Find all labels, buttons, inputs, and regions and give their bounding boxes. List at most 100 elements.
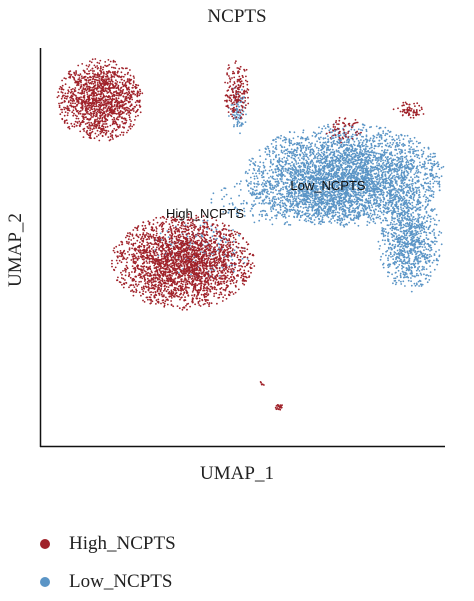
scatter-point	[297, 162, 300, 165]
scatter-point	[332, 169, 335, 171]
scatter-point	[394, 191, 397, 194]
scatter-point	[394, 283, 397, 286]
scatter-point	[258, 183, 260, 186]
scatter-point	[390, 221, 392, 224]
scatter-point	[311, 209, 314, 212]
scatter-point	[335, 158, 338, 161]
scatter-point	[393, 262, 396, 265]
scatter-point	[343, 141, 346, 144]
scatter-point	[370, 177, 373, 180]
scatter-point	[343, 225, 346, 228]
scatter-point	[329, 161, 332, 163]
scatter-point	[262, 185, 265, 188]
scatter-point	[371, 182, 374, 184]
scatter-point	[361, 129, 364, 132]
scatter-point	[281, 161, 284, 164]
scatter-point	[409, 148, 411, 151]
scatter-point	[348, 221, 350, 224]
scatter-point	[375, 159, 377, 162]
scatter-point	[435, 223, 438, 226]
scatter-point	[295, 172, 298, 175]
scatter-point	[287, 189, 290, 192]
scatter-point	[396, 275, 399, 278]
scatter-point	[370, 204, 373, 207]
scatter-point	[365, 177, 368, 180]
scatter-point	[271, 186, 274, 189]
scatter-point	[362, 126, 365, 129]
scatter-point	[377, 187, 380, 190]
scatter-point	[406, 256, 409, 259]
scatter-point	[393, 174, 396, 177]
scatter-point	[295, 163, 298, 165]
scatter-point	[333, 152, 336, 155]
scatter-point	[381, 229, 384, 231]
scatter-point	[275, 171, 277, 174]
scatter-point	[357, 173, 359, 176]
scatter-point	[376, 199, 378, 202]
scatter-point	[429, 159, 432, 162]
scatter-point	[330, 172, 333, 175]
scatter-point	[387, 204, 390, 206]
scatter-point	[381, 189, 384, 192]
scatter-point	[401, 209, 403, 212]
scatter-point	[377, 210, 380, 213]
scatter-point	[299, 216, 302, 219]
scatter-point	[277, 153, 280, 156]
scatter-point	[210, 201, 213, 204]
scatter-point	[366, 224, 369, 227]
scatter-point	[285, 178, 288, 181]
scatter-point	[400, 166, 402, 169]
scatter-point	[282, 168, 284, 170]
scatter-point	[364, 167, 367, 170]
scatter-point	[336, 167, 339, 170]
scatter-point	[350, 128, 353, 131]
scatter-point	[306, 186, 309, 189]
scatter-point	[294, 153, 297, 156]
scatter-point	[378, 248, 381, 250]
scatter-point	[401, 262, 404, 265]
scatter-point	[384, 182, 387, 185]
scatter-point	[373, 135, 376, 138]
scatter-point	[401, 264, 403, 267]
scatter-point	[293, 131, 296, 134]
scatter-point	[385, 163, 388, 166]
scatter-point	[305, 200, 308, 203]
scatter-point	[353, 217, 355, 220]
scatter-point	[333, 201, 335, 203]
scatter-point	[429, 220, 432, 223]
scatter-point	[355, 217, 358, 220]
scatter-point	[327, 123, 329, 126]
scatter-point	[401, 166, 404, 168]
scatter-point	[421, 204, 424, 207]
scatter-point	[427, 146, 430, 149]
scatter-point	[306, 156, 309, 159]
scatter-point	[363, 161, 366, 164]
scatter-point	[409, 242, 412, 245]
scatter-point	[372, 162, 374, 165]
scatter-point	[378, 215, 381, 218]
scatter-point	[379, 199, 382, 202]
scatter-point	[373, 198, 376, 201]
scatter-point	[333, 143, 336, 145]
scatter-point	[350, 201, 352, 204]
scatter-point	[407, 151, 410, 153]
scatter-point	[320, 168, 323, 171]
scatter-point	[407, 186, 410, 189]
scatter-point	[334, 143, 337, 145]
scatter-point	[406, 165, 409, 168]
scatter-point	[397, 157, 400, 160]
scatter-point	[403, 184, 405, 187]
scatter-point	[308, 141, 310, 144]
scatter-point	[385, 250, 387, 253]
scatter-point	[403, 197, 406, 200]
scatter-point	[416, 180, 419, 182]
scatter-point	[266, 153, 269, 156]
scatter-point	[326, 164, 328, 167]
scatter-point	[286, 159, 289, 162]
scatter-point	[414, 262, 417, 265]
scatter-point	[310, 153, 312, 156]
scatter-point	[413, 266, 416, 269]
scatter-point	[425, 256, 428, 259]
scatter-point	[374, 165, 377, 168]
